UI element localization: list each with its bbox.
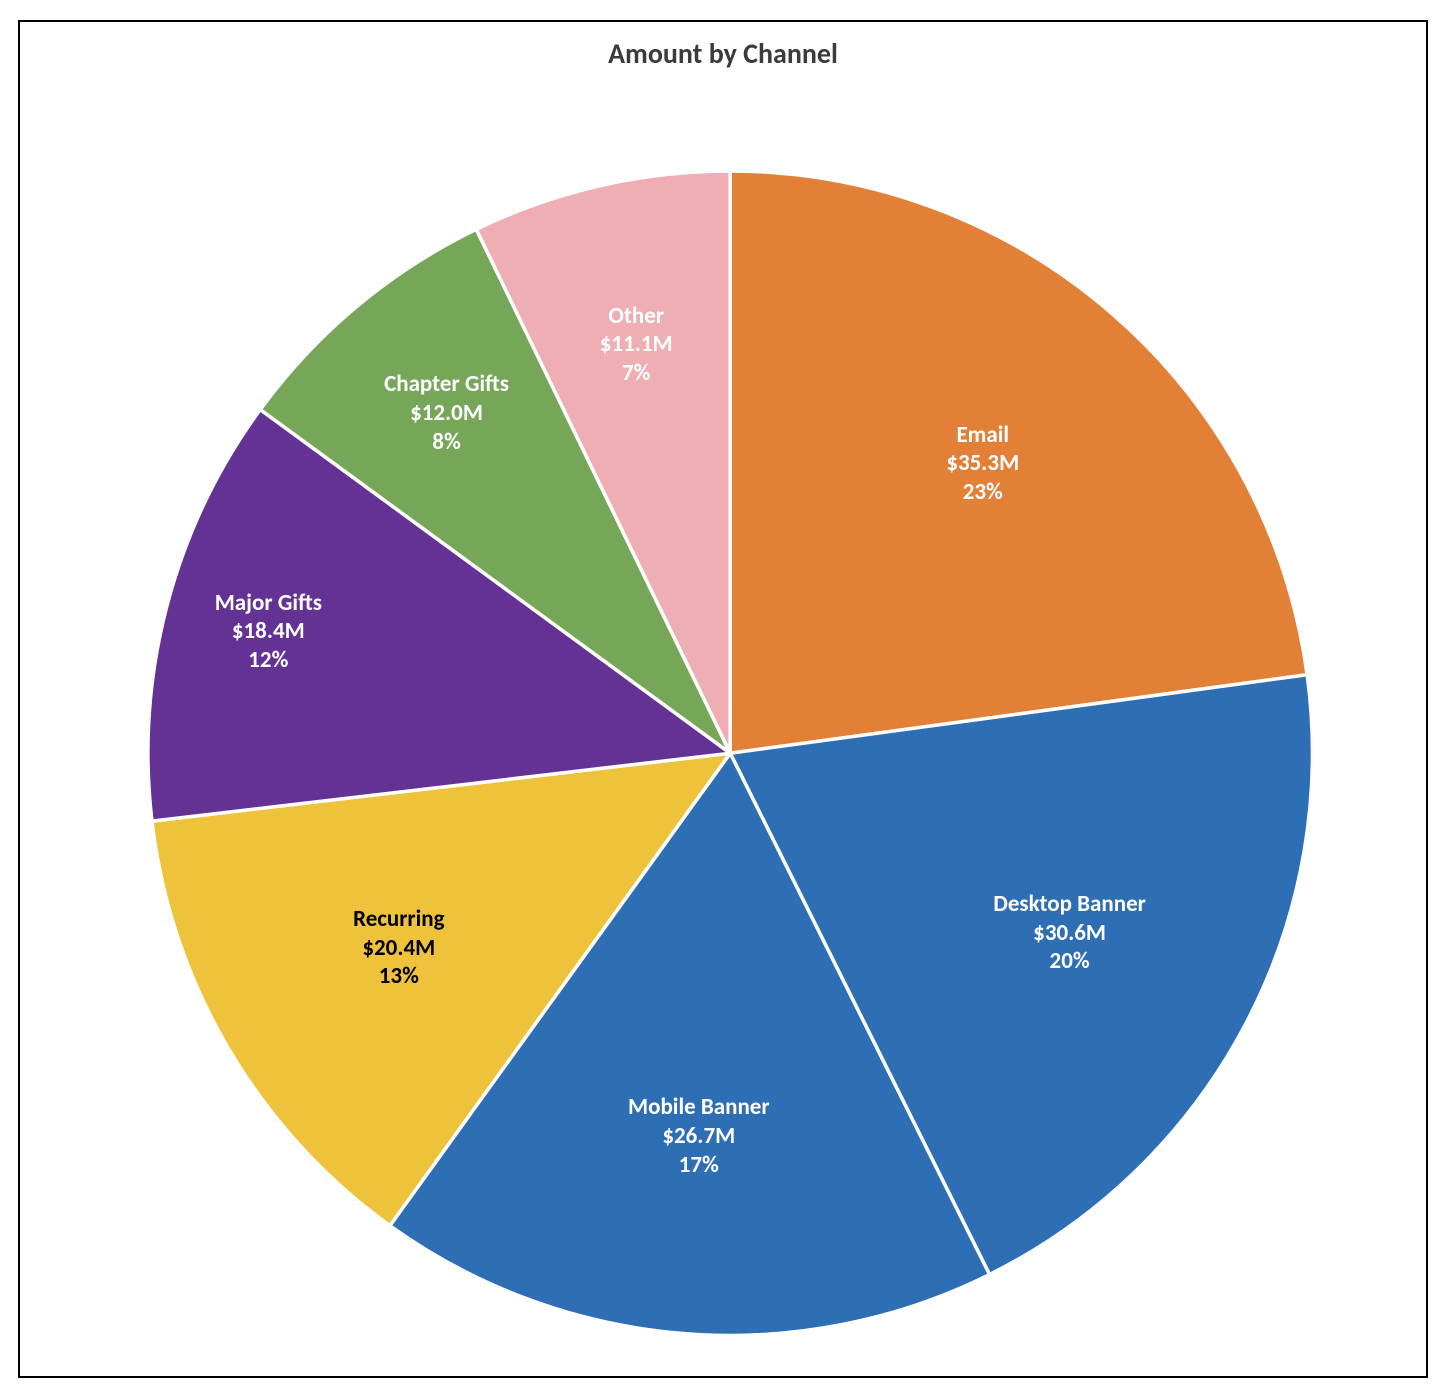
- chart-title: Amount by Channel: [20, 36, 1426, 71]
- chart-plot-area: Amount by Channel Email$35.3M23%Desktop …: [18, 20, 1428, 1378]
- pie-slice: [730, 171, 1307, 753]
- pie-svg: [148, 171, 1312, 1335]
- pie-chart: Email$35.3M23%Desktop Banner$30.6M20%Mob…: [148, 171, 1312, 1335]
- chart-frame: Amount by Channel Email$35.3M23%Desktop …: [0, 0, 1446, 1396]
